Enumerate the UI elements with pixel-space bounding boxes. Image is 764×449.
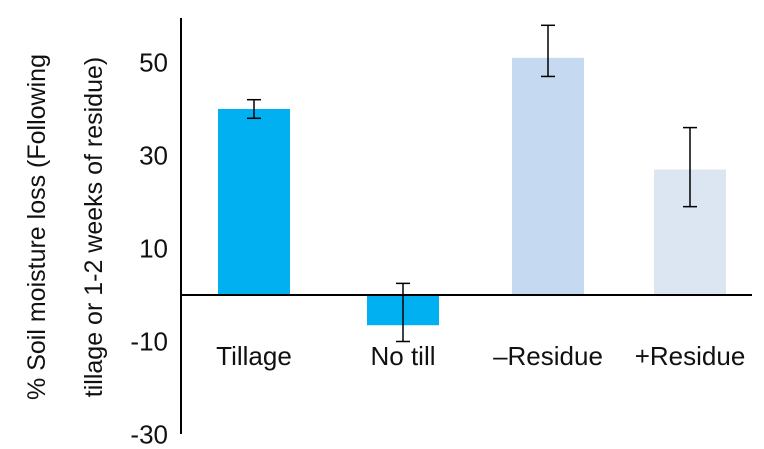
error-bar xyxy=(683,126,697,208)
category-label: Tillage xyxy=(216,341,292,371)
y-axis-label-line-2: tillage or 1-2 weeks of residue) xyxy=(80,57,108,397)
y-tick-label: 10 xyxy=(139,234,168,264)
y-tick-label: -10 xyxy=(130,327,168,357)
category-labels: Tillage No till –Residue +Residue xyxy=(216,341,745,371)
bar xyxy=(512,57,584,295)
y-axis-label: % Soil moisture loss (Following tillage … xyxy=(23,54,108,400)
bar xyxy=(218,109,290,295)
error-bar xyxy=(247,98,261,120)
error-bar xyxy=(541,24,555,78)
error-bars xyxy=(247,24,697,343)
y-tick-labels: -30 -10 10 30 50 xyxy=(130,48,168,449)
category-label: +Residue xyxy=(635,341,746,371)
y-tick-label: 30 xyxy=(139,141,168,171)
category-label: No till xyxy=(370,341,435,371)
error-bar xyxy=(396,282,410,343)
bars xyxy=(218,57,726,326)
y-tick-label: 50 xyxy=(139,48,168,78)
y-axis-label-line-1: % Soil moisture loss (Following xyxy=(23,54,51,400)
y-tick-label: -30 xyxy=(130,420,168,449)
category-label: –Residue xyxy=(493,341,603,371)
